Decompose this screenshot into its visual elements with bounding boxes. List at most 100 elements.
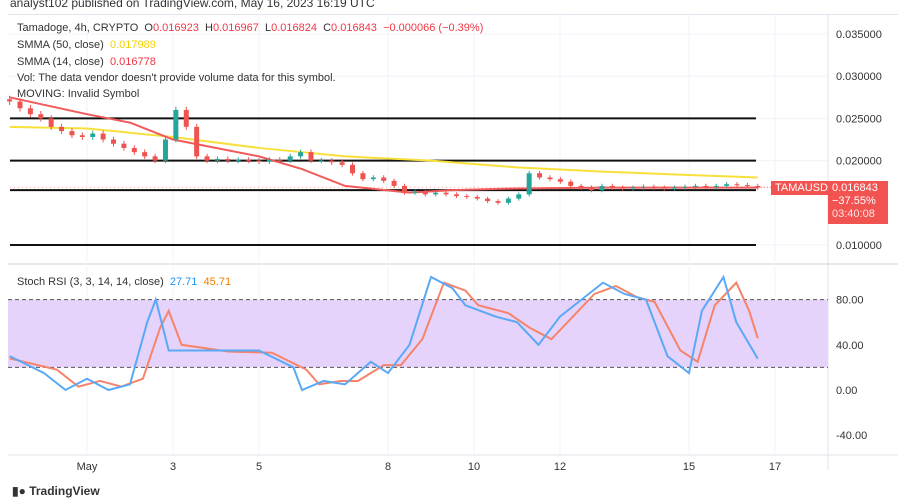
candle-body: [318, 160, 324, 162]
smma50-value: 0.017989: [109, 39, 156, 51]
open-value: 0.016923: [152, 22, 199, 34]
stoch-legend[interactable]: Stoch RSI (3, 3, 14, 14, close) 27.71 45…: [17, 276, 231, 288]
high-value: 0.016967: [212, 22, 259, 34]
candle-body: [485, 198, 491, 202]
symbol-tag: TAMAUSD: [771, 181, 832, 195]
candle-body: [90, 133, 96, 137]
candle-body: [121, 143, 127, 148]
candle-body: [537, 173, 543, 178]
smma14-legend[interactable]: SMMA (14, close) 0.016778: [17, 56, 156, 68]
candle-body: [734, 184, 740, 186]
tv-icon: ▮●: [12, 484, 26, 498]
stoch-band: [8, 299, 828, 368]
candle-body: [578, 185, 584, 188]
symbol-legend: Tamadoge, 4h, CRYPTO O0.016923 H0.016967…: [17, 22, 483, 34]
candle-body: [589, 187, 595, 191]
candle-body: [173, 109, 179, 140]
smma50-label: SMMA (50, close): [17, 39, 104, 51]
candle-body: [692, 185, 698, 187]
stoch-tick-label: -40.00: [836, 430, 867, 442]
candle-body: [724, 184, 730, 186]
last-price: 0.016843: [832, 182, 878, 194]
candle-body: [391, 180, 397, 186]
candle-body: [620, 187, 626, 189]
time-tick-label: 12: [554, 461, 566, 473]
last-price-tag: 0.016843 −37.55% 03:40:08: [828, 181, 888, 224]
candle-body: [433, 192, 439, 195]
candle-body: [183, 109, 189, 127]
candle-body: [204, 156, 210, 161]
change-value: −0.000066 (−0.39%): [383, 22, 484, 34]
stoch-d-line: [9, 280, 759, 388]
candle-body: [339, 162, 345, 165]
time-tick-label: 15: [683, 461, 695, 473]
open-label: O: [144, 22, 153, 34]
time-tick-label: 17: [769, 461, 781, 473]
candle-body: [672, 187, 678, 189]
candle-body: [152, 156, 158, 161]
candle-body: [474, 196, 480, 199]
smma14-label: SMMA (14, close): [17, 56, 104, 68]
candle-body: [69, 131, 75, 136]
chart-frame: [8, 14, 898, 501]
candle-body: [360, 173, 366, 180]
candle-body: [401, 185, 407, 193]
smma50-legend[interactable]: SMMA (50, close) 0.017989: [17, 39, 156, 51]
candle-body: [661, 187, 667, 189]
low-value: 0.016824: [271, 22, 317, 34]
candle-body: [142, 152, 148, 157]
candle-body: [516, 194, 522, 199]
price-tick-label: 0.020000: [836, 156, 882, 168]
candle-body: [557, 179, 563, 182]
candle-body: [682, 186, 688, 188]
candle-body: [526, 173, 532, 195]
candle-body: [7, 99, 13, 102]
candle-body: [194, 126, 200, 157]
candle-body: [59, 126, 65, 132]
candle-body: [713, 185, 719, 187]
close-label: C: [323, 22, 332, 34]
stoch-tick-label: 40.00: [836, 340, 864, 352]
price-change-percent: −37.55%: [832, 195, 876, 207]
time-tick-label: 8: [385, 461, 391, 473]
publisher-line: analyst102 published on TradingView.com,…: [10, 0, 375, 10]
candle-body: [287, 156, 293, 161]
low-label: L: [264, 22, 272, 34]
smma14-value: 0.016778: [109, 56, 156, 68]
smma50-line: [9, 125, 758, 179]
candle-body: [48, 118, 54, 127]
stoch-d-value: 45.71: [203, 276, 232, 288]
candle-body: [308, 152, 314, 161]
high-label: H: [204, 22, 213, 34]
bar-countdown: 03:40:08: [832, 208, 875, 220]
candle-body: [256, 160, 262, 162]
candle-body: [568, 181, 574, 186]
stoch-k-value: 27.71: [169, 276, 198, 288]
candle-body: [214, 158, 220, 161]
candle-body: [464, 196, 470, 198]
time-tick-label: 5: [256, 461, 262, 473]
candle-body: [630, 187, 636, 189]
candle-body: [651, 186, 657, 188]
candle-body: [640, 186, 646, 188]
time-tick-label: May: [77, 461, 98, 473]
volume-note: Vol: The data vendor doesn't provide vol…: [17, 72, 336, 84]
candle-body: [298, 152, 304, 157]
candle-body: [350, 164, 356, 174]
candle-body: [100, 133, 106, 140]
candle-body: [443, 192, 449, 195]
candle-body: [495, 201, 501, 203]
stoch-tick-label: 0.00: [836, 385, 857, 397]
candle-body: [277, 159, 283, 161]
candle-body: [412, 191, 418, 193]
candle-body: [505, 198, 511, 203]
tradingview-logo[interactable]: ▮● TradingView: [12, 484, 100, 498]
candle-body: [131, 147, 137, 153]
time-tick-label: 3: [170, 461, 176, 473]
candle-body: [17, 101, 23, 109]
candle-body: [266, 159, 272, 162]
candle-body: [246, 159, 252, 161]
symbol-name: Tamadoge, 4h, CRYPTO: [17, 22, 139, 34]
candle-body: [111, 139, 117, 144]
